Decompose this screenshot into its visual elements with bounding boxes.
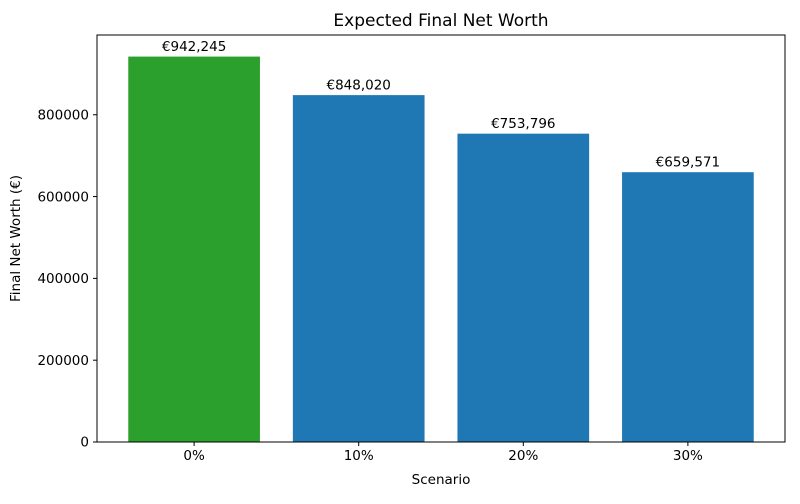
bar-value-label: €659,571: [656, 155, 720, 171]
bar-value-label: €848,020: [326, 78, 390, 94]
bar-20%: [457, 133, 590, 443]
y-axis-label: Final Net Worth (€): [8, 175, 24, 302]
x-tick-label: 30%: [673, 448, 703, 464]
x-tick-label: 0%: [183, 448, 205, 464]
y-tick-label: 400000: [37, 271, 89, 287]
x-tick-label: 10%: [344, 448, 374, 464]
bar-30%: [622, 172, 754, 442]
x-axis-label: Scenario: [412, 472, 471, 488]
y-tick-label: 200000: [37, 353, 89, 369]
x-tick-label: 20%: [508, 448, 538, 464]
bar-10%: [292, 95, 425, 443]
plot-border: [96, 34, 786, 443]
bar-value-label: €753,796: [491, 116, 555, 132]
bar-0%: [128, 56, 260, 442]
plot-area: 0 200000 400000 600000 800000 0% €942,245 10% €8…: [37, 34, 786, 464]
chart-title: Expected Final Net Worth: [333, 11, 548, 31]
y-tick-label: 0: [80, 435, 89, 451]
y-tick-label: 800000: [37, 107, 89, 123]
bar-value-label: €942,245: [162, 39, 226, 55]
y-tick-label: 600000: [37, 189, 89, 205]
